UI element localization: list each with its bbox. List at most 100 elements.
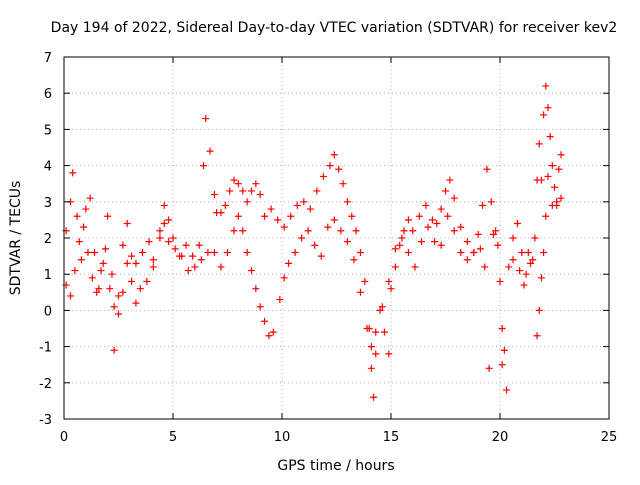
track-a-point — [182, 241, 190, 249]
track-b-point — [330, 216, 338, 224]
track-a-point — [400, 227, 408, 235]
track-b-point — [516, 267, 524, 275]
track-b-point — [533, 332, 541, 340]
y-tick-label: 0 — [44, 304, 52, 319]
track-a-point — [319, 172, 327, 180]
track-a-point — [555, 165, 563, 173]
track-a-point — [385, 350, 393, 358]
track-a-point — [391, 263, 399, 271]
track-b-point — [337, 227, 345, 235]
track-a-point — [256, 191, 264, 199]
track-a-point — [442, 187, 449, 195]
track-b-point — [149, 256, 157, 264]
track-b-point — [247, 267, 255, 275]
track-b-point — [485, 364, 493, 372]
track-a-point — [156, 227, 164, 235]
track-b-point — [261, 317, 269, 325]
track-a-point — [335, 165, 343, 173]
track-b-point — [476, 245, 484, 253]
track-b-point — [136, 285, 144, 293]
track-a-point — [195, 241, 203, 249]
track-b-point — [457, 248, 465, 256]
track-a-point — [252, 180, 260, 188]
track-a-point — [367, 364, 375, 372]
track-b-point — [481, 263, 489, 271]
track-b-point — [298, 234, 306, 242]
track-b-point — [470, 248, 478, 256]
track-b-point — [524, 248, 532, 256]
track-b-point — [230, 227, 238, 235]
track-b-point — [557, 194, 565, 202]
track-b-point — [197, 256, 205, 264]
track-a-point — [557, 151, 565, 159]
track-a-point — [221, 201, 229, 209]
track-a-point — [293, 201, 301, 209]
track-a-point — [123, 220, 131, 228]
y-tick-label: 3 — [44, 196, 52, 211]
track-b-point — [356, 288, 364, 296]
track-b-point — [391, 245, 399, 253]
track-a-point — [540, 111, 548, 119]
track-a-point — [348, 212, 356, 220]
track-a-point — [274, 216, 282, 224]
track-b-point — [252, 285, 260, 293]
track-b-point — [280, 274, 288, 282]
track-a-point — [160, 201, 168, 209]
track-a-point — [339, 180, 347, 188]
track-b-point — [363, 325, 371, 332]
track-b-point — [128, 252, 136, 260]
track-b-point — [553, 201, 561, 209]
track-a-point — [474, 230, 482, 238]
track-a-point — [422, 201, 430, 209]
x-tick-label: 15 — [383, 430, 400, 445]
y-tick-label: 7 — [44, 51, 52, 66]
track-a-point — [527, 259, 535, 267]
track-b-point — [404, 248, 412, 256]
track-b-point — [265, 332, 273, 340]
track-a-point — [169, 234, 177, 242]
track-b-point — [489, 230, 497, 238]
track-a-point — [370, 393, 378, 401]
track-b-point — [119, 288, 127, 296]
track-a-point — [95, 285, 103, 293]
track-b-point — [67, 292, 75, 300]
track-a-point — [247, 187, 255, 195]
track-a-point — [132, 299, 140, 307]
track-b-point — [535, 306, 543, 314]
track-b-point — [171, 245, 179, 253]
y-tick-label: 1 — [44, 268, 52, 283]
track-a-point — [230, 176, 238, 184]
track-a-point — [69, 169, 77, 177]
track-a-point — [505, 263, 513, 271]
track-b-point — [217, 263, 225, 271]
track-b-point — [132, 259, 140, 267]
track-b-point — [367, 343, 375, 351]
track-a-point — [165, 216, 173, 224]
track-b-point — [503, 386, 511, 394]
track-a-point — [326, 162, 334, 170]
track-a-point — [509, 234, 517, 242]
track-a-point — [300, 198, 308, 206]
track-b-point — [509, 256, 517, 264]
track-a-point — [108, 270, 116, 278]
track-b-point — [156, 234, 164, 242]
track-b-point — [80, 223, 88, 231]
track-a-point — [496, 277, 504, 285]
track-a-point — [513, 220, 521, 228]
track-b-point — [291, 248, 299, 256]
track-a-point — [104, 212, 112, 220]
track-b-point — [239, 227, 247, 235]
track-a-point — [487, 198, 495, 206]
x-tick-label: 10 — [274, 430, 291, 445]
track-a-point — [437, 205, 445, 213]
track-b-point — [398, 234, 406, 242]
track-b-point — [75, 238, 83, 246]
track-a-point — [128, 277, 136, 285]
track-b-point — [529, 256, 537, 264]
track-b-point — [372, 328, 380, 336]
track-b-point — [269, 328, 277, 336]
track-b-point — [411, 263, 419, 271]
track-a-point — [463, 256, 471, 264]
track-b-point — [160, 220, 168, 228]
